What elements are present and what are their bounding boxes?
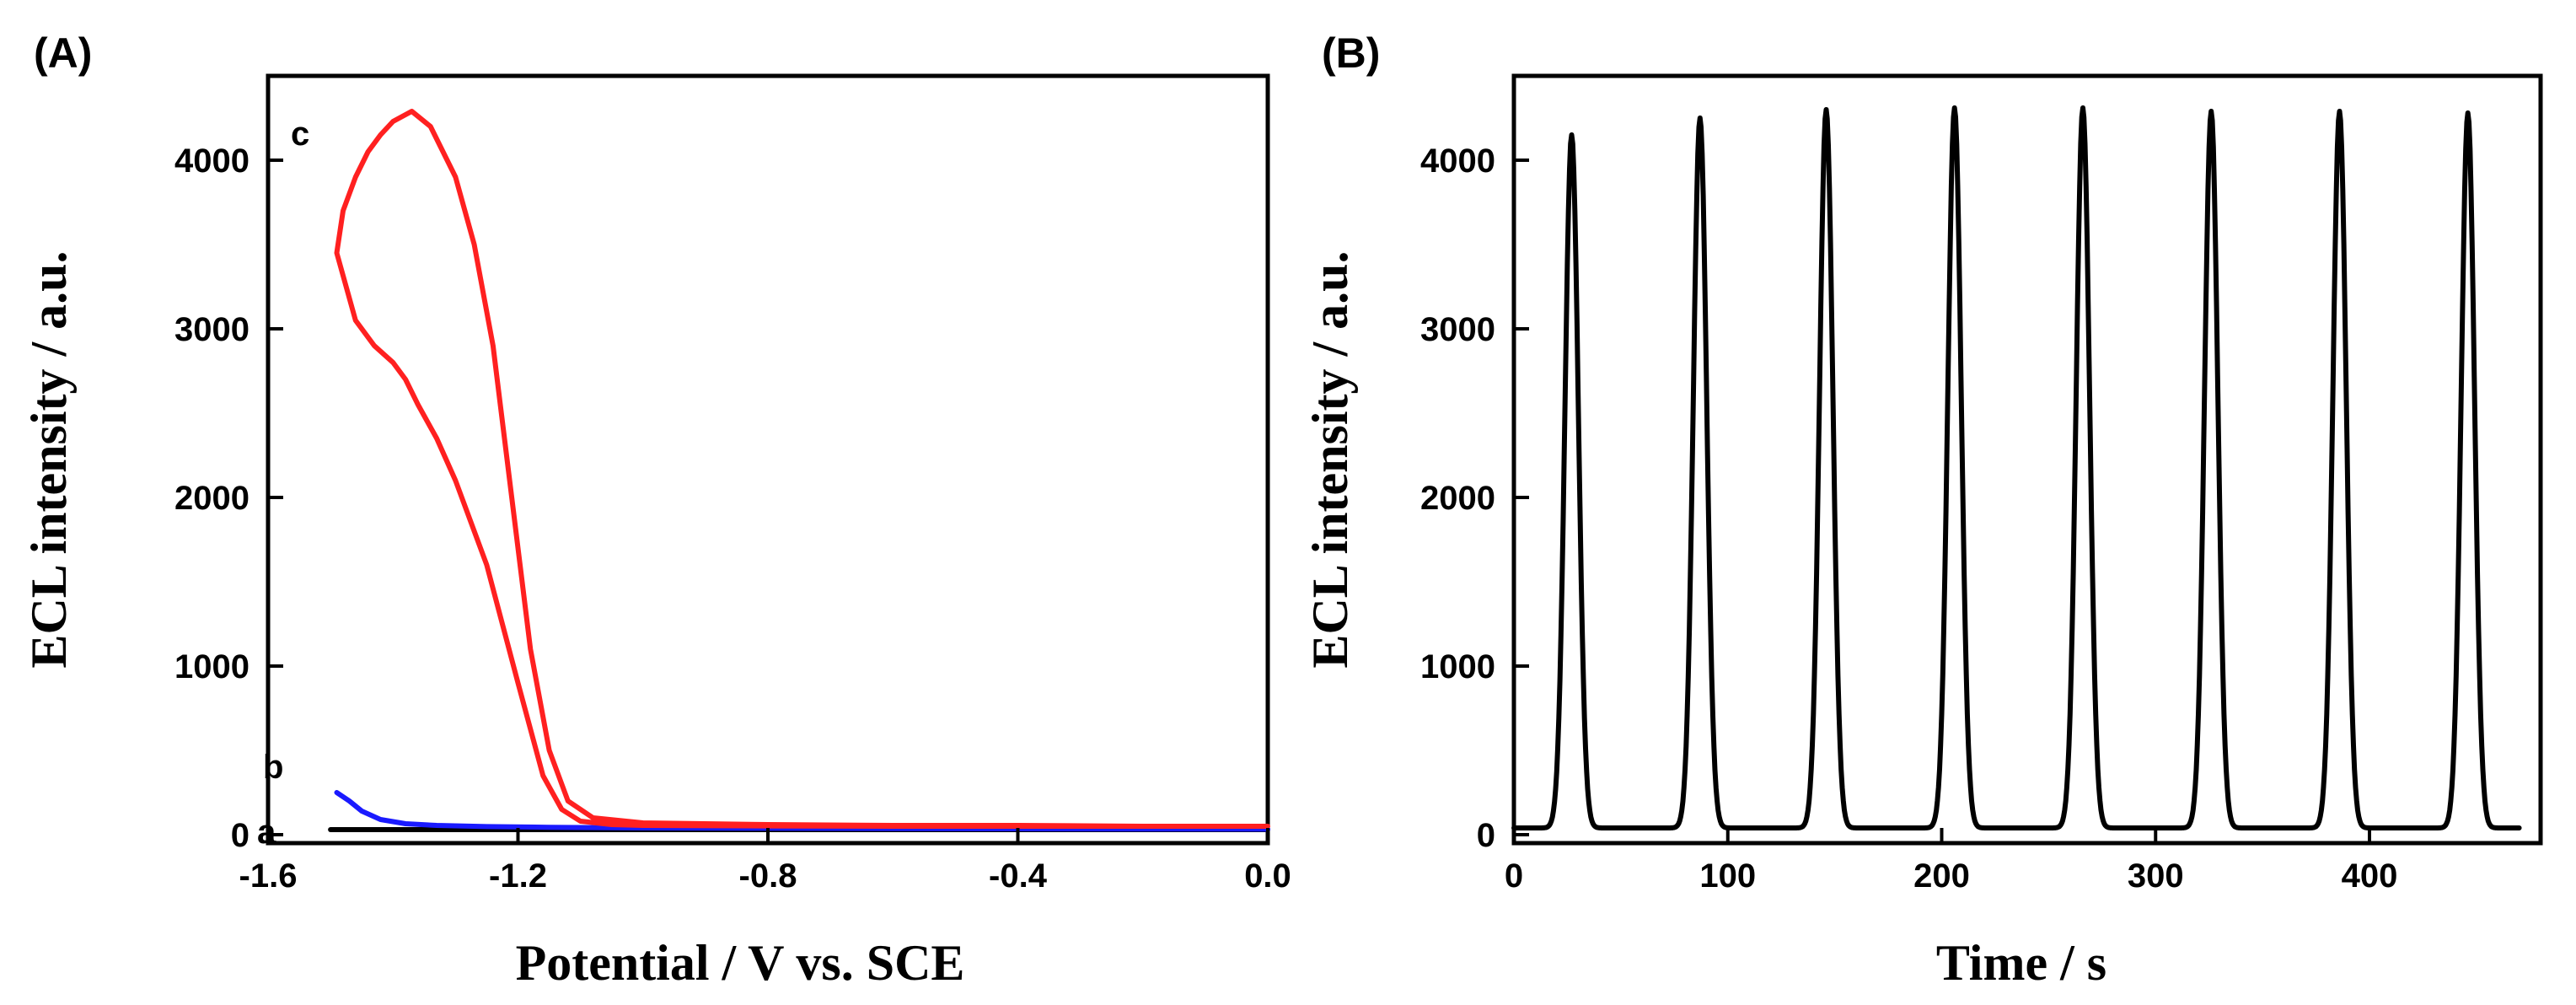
peak-marker-3 — [1954, 107, 1956, 109]
panel-a-y-tick-label-2: 2000 — [174, 480, 250, 517]
panel-a-x-tick-label-3: -0.4 — [989, 857, 1048, 895]
panel-b-y-tick-label-4: 4000 — [1420, 142, 1495, 180]
panel-b-x-tick-label-3: 300 — [2128, 857, 2184, 895]
peak-marker-5 — [2210, 110, 2212, 112]
peak-marker-1 — [1699, 117, 1701, 119]
series-c-line — [334, 109, 1270, 829]
curve-label-c: c — [291, 116, 309, 153]
panel-a-y-tick-label-4: 4000 — [174, 142, 250, 180]
curve-label-b: b — [263, 749, 283, 786]
panel-b-y-axis-title: ECL intensity / a.u. — [1302, 250, 1358, 668]
panel-a-y-tick-label-0: 0 — [231, 817, 250, 854]
panel-a-label: (A) — [34, 30, 92, 77]
panel-a-x-tick-label-1: -1.2 — [489, 857, 547, 895]
panel-a-y-tick-label-3: 3000 — [174, 311, 250, 348]
time-trace-line — [1511, 105, 2522, 830]
panel-a-series-group — [328, 109, 1270, 832]
panel-b-x-tick-label-2: 200 — [1913, 857, 1970, 895]
panel-a-x-tick-label-4: 0.0 — [1244, 857, 1291, 895]
panel-b-y-tick-label-2: 2000 — [1420, 480, 1495, 517]
panel-b-x-axis-title: Time / s — [1936, 935, 2106, 991]
curve-label-a: a — [257, 814, 276, 851]
panel-a-ticks: -1.6 -1.2 -0.8 -0.4 0.0 0 1000 2000 3000 4000 — [174, 142, 1291, 895]
peak-marker-4 — [2082, 107, 2084, 109]
panel-b-frame — [1511, 73, 2543, 846]
panel-b-x-tick-label-0: 0 — [1505, 857, 1523, 895]
panel-b-series-group — [1511, 105, 2522, 830]
peak-marker-6 — [2338, 110, 2340, 112]
panel-a-frame — [266, 73, 1270, 846]
panel-a: (A) -1.6 -1.2 -0.8 -0.4 0.0 0 1000 2000 3000 4000… — [21, 30, 1291, 991]
panel-a-x-axis-title: Potential / V vs. SCE — [516, 935, 965, 991]
panel-b-x-tick-label-4: 400 — [2342, 857, 2398, 895]
panel-a-x-tick-label-0: -1.6 — [239, 857, 298, 895]
panel-b-y-tick-label-1: 1000 — [1420, 648, 1495, 685]
panel-b-x-tick-label-1: 100 — [1699, 857, 1756, 895]
panel-b-y-tick-label-0: 0 — [1477, 817, 1495, 854]
peak-marker-7 — [2467, 112, 2469, 114]
panel-a-y-axis-title: ECL intensity / a.u. — [21, 250, 77, 668]
panel-b-y-tick-label-3: 3000 — [1420, 311, 1495, 348]
panel-a-y-tick-label-1: 1000 — [174, 648, 250, 685]
peak-marker-0 — [1571, 134, 1573, 136]
panel-a-x-tick-label-2: -0.8 — [739, 857, 797, 895]
panel-b-label: (B) — [1322, 30, 1380, 77]
